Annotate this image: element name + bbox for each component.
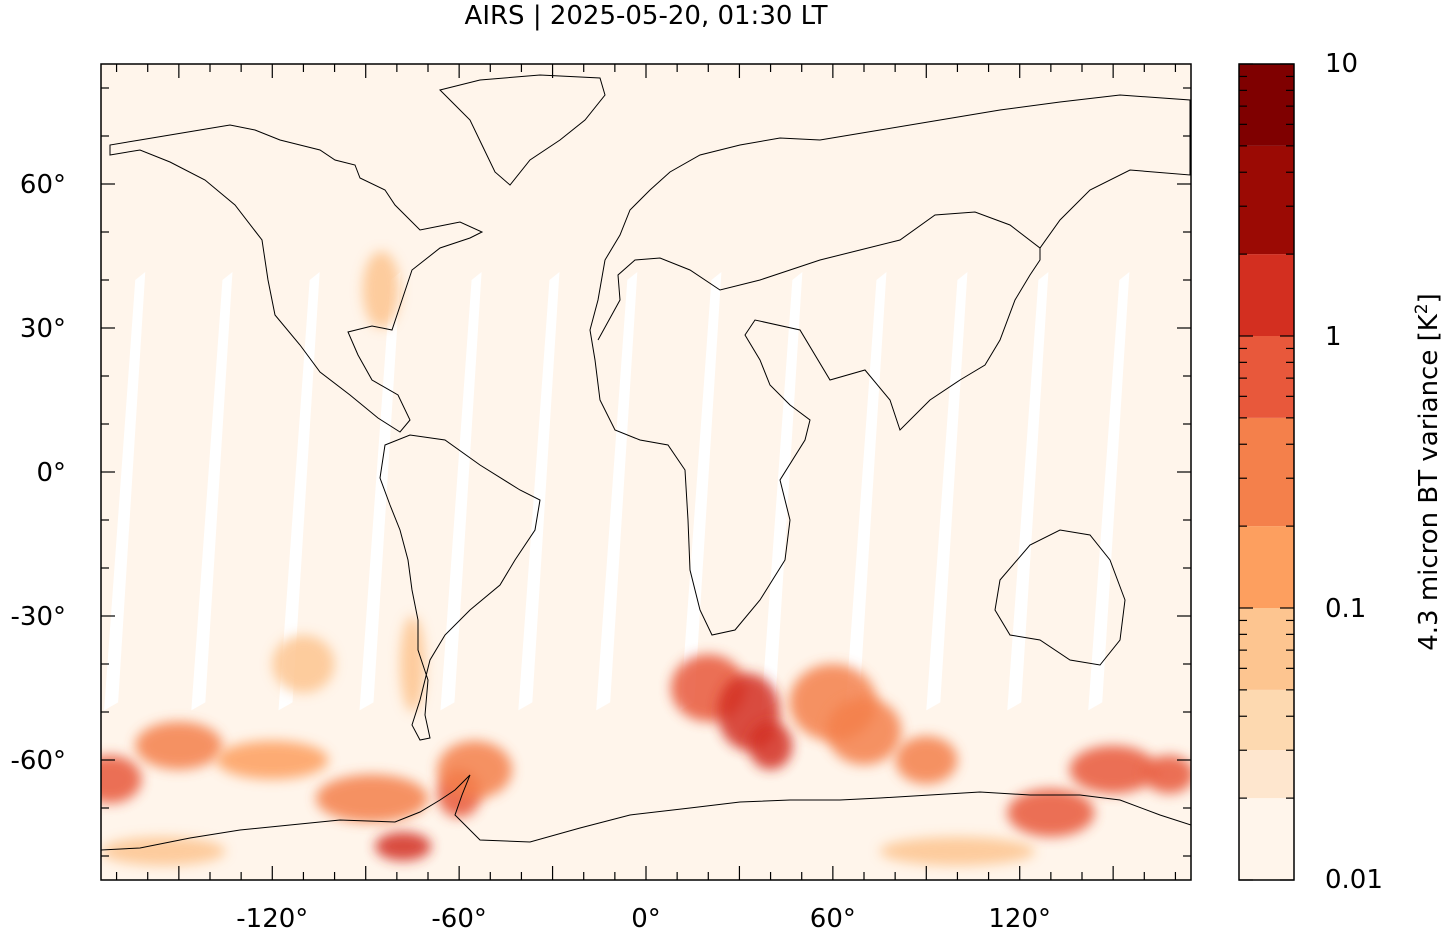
orbit-gap: [518, 272, 560, 711]
variance-field: [101, 251, 1191, 866]
colorbar-band: [1239, 689, 1294, 751]
variance-hotspot: [375, 832, 432, 861]
colorbar-band: [1239, 145, 1294, 255]
orbit-gap: [359, 272, 401, 711]
coastline-greenland: [439, 74, 606, 186]
variance-hotspot: [216, 740, 329, 780]
colorbar-label-main: 4.3 micron BT variance [K: [1414, 313, 1442, 651]
orbit-gap: [278, 272, 320, 711]
variance-hotspot: [101, 755, 142, 804]
orbit-gap: [440, 272, 482, 711]
coastlines: [101, 74, 1191, 851]
variance-hotspot: [1007, 788, 1095, 837]
variance-hotspot: [895, 736, 958, 784]
orbit-gap: [680, 272, 722, 711]
variance-hotspot: [1144, 755, 1191, 794]
orbit-gap: [191, 272, 233, 711]
variance-hotspot: [315, 774, 429, 823]
colorbar-band: [1239, 608, 1294, 690]
orbit-gap: [1088, 272, 1130, 711]
colorbar-tick-label: 0.1: [1325, 594, 1366, 624]
x-tick-label: -60°: [431, 904, 486, 930]
colorbar-band: [1239, 526, 1294, 608]
colorbar-tick-label: 10: [1325, 49, 1358, 79]
colorbar-band: [1239, 750, 1294, 799]
coastline-africa-eurasia: [589, 94, 1191, 636]
x-tick-label: 60°: [810, 904, 856, 930]
x-tick-label: 120°: [988, 904, 1051, 930]
colorbar-band: [1239, 417, 1294, 527]
colorbar-tick-label: 0.01: [1325, 865, 1383, 895]
y-tick-label: -30°: [11, 602, 66, 632]
colorbar-label-sup: 2: [1412, 303, 1432, 314]
variance-hotspot: [399, 616, 425, 712]
colorbar-tick-labels: 10 1 0.1 0.01: [1325, 49, 1383, 895]
variance-hotspot: [748, 721, 793, 770]
coastline-north-america: [109, 124, 484, 433]
orbit-gap: [596, 272, 638, 711]
colorbar-tick-label: 1: [1325, 322, 1342, 352]
coastline-south-america: [379, 434, 541, 741]
variance-hotspot: [826, 697, 902, 765]
colorbar-ticks: [1239, 63, 1294, 881]
colorbar-band: [1239, 798, 1294, 880]
y-tick-label: 60°: [20, 170, 66, 200]
colorbar-band: [1239, 64, 1294, 146]
y-tick-label: 30°: [20, 314, 66, 344]
variance-hotspot: [437, 740, 513, 799]
colorbar-bands: [1239, 64, 1294, 880]
variance-hotspot: [362, 251, 400, 328]
variance-hotspot: [101, 836, 226, 866]
colorbar: 10 1 0.1 0.01 4.3 micron BT variance [K2]: [1238, 49, 1442, 895]
coastline-antarctica: [101, 774, 1191, 851]
chart-title: AIRS | 2025-05-20, 01:30 LT: [465, 1, 828, 31]
y-tick-label: -60°: [11, 746, 66, 776]
map-axis-tick-labels: -120° -60° 0° 60° 120° 60° 30° 0° -30° -60°: [11, 170, 1052, 930]
orbit-gap: [104, 272, 146, 711]
variance-hotspot: [1069, 745, 1157, 794]
colorbar-band: [1239, 336, 1294, 418]
variance-hotspot: [272, 635, 335, 693]
colorbar-label: 4.3 micron BT variance [K2]: [1412, 293, 1442, 651]
colorbar-band: [1239, 254, 1294, 336]
map-area: [101, 64, 1191, 880]
x-tick-label: -120°: [236, 904, 308, 930]
x-tick-label: 0°: [631, 904, 661, 930]
orbit-gap: [1007, 272, 1049, 711]
variance-hotspot: [879, 836, 1036, 866]
orbit-gap: [761, 272, 803, 711]
map-axis-ticks: [101, 64, 1191, 880]
orbit-gap: [845, 272, 887, 711]
colorbar-label-end: ]: [1414, 293, 1442, 303]
y-tick-label: 0°: [36, 458, 66, 488]
colorbar-frame: [1238, 63, 1295, 881]
variance-hotspot: [135, 721, 223, 770]
coastline-australia: [994, 529, 1126, 666]
